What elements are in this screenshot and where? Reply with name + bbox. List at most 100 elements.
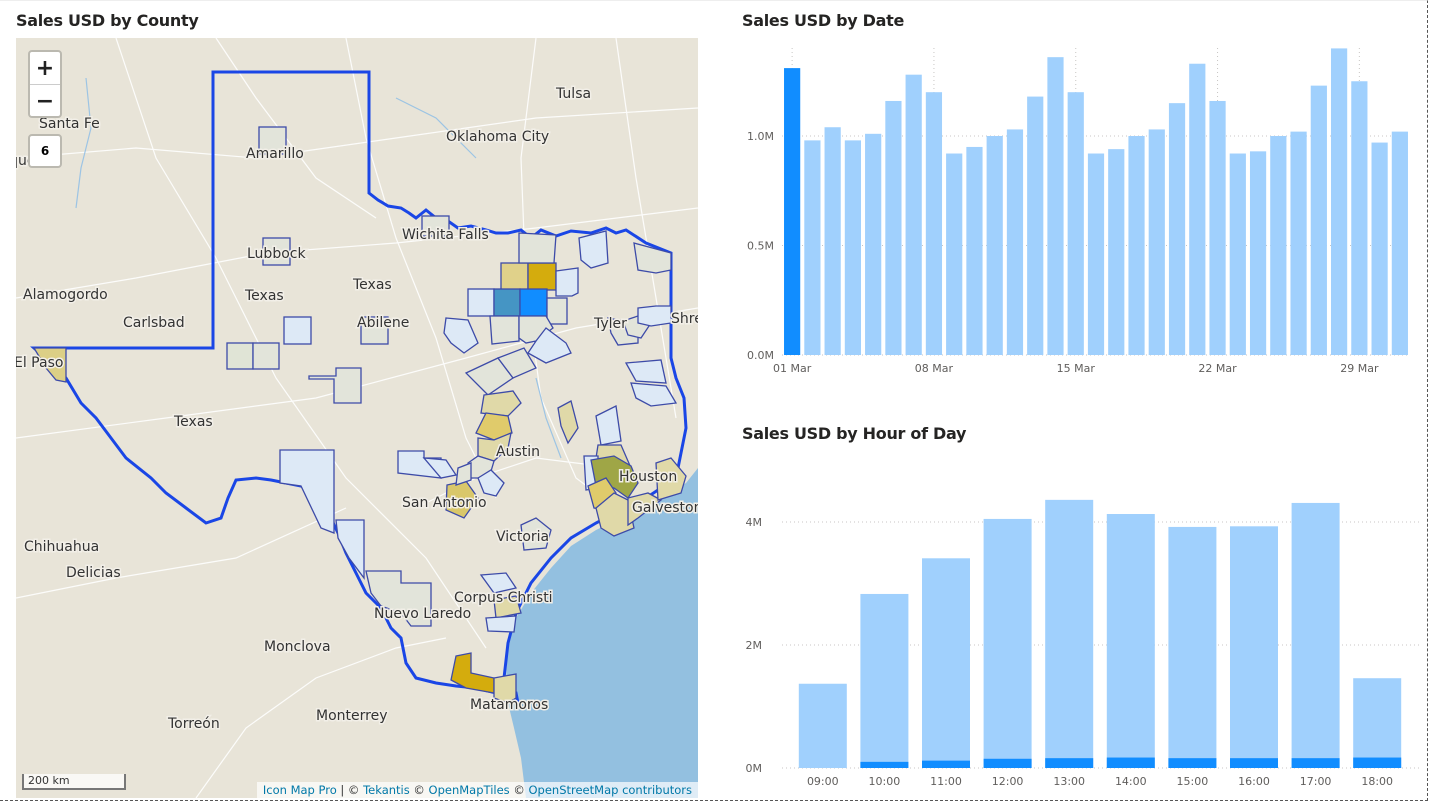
map-canvas[interactable]: Tulsa Oklahoma City Santa Fe Amarillo Wi…	[16, 38, 698, 798]
hour-bar-1700[interactable]	[1291, 502, 1340, 768]
openmaptiles-link[interactable]: OpenMapTiles	[428, 783, 510, 797]
county-walker[interactable]	[595, 405, 622, 446]
county-map[interactable]: Tulsa Oklahoma City Santa Fe Amarillo Wi…	[16, 38, 698, 798]
county-navarro[interactable]	[527, 327, 572, 364]
county-el-paso[interactable]	[32, 347, 67, 383]
county-nueces[interactable]	[493, 595, 522, 619]
hour-bar-1200[interactable]	[983, 518, 1032, 768]
county-galveston[interactable]	[627, 492, 663, 527]
hour-bar-0900[interactable]	[798, 683, 847, 768]
date-bar-16-mar[interactable]	[1087, 153, 1105, 355]
icon-map-pro-link[interactable]: Icon Map Pro	[262, 783, 337, 797]
county-mclennan[interactable]	[496, 347, 537, 379]
date-bar-26-mar[interactable]	[1290, 131, 1307, 355]
county-val-verde[interactable]	[279, 449, 335, 534]
hour-highlight-bar-1800[interactable]	[1353, 757, 1402, 768]
county-kimble[interactable]	[422, 457, 458, 479]
county-kleberg[interactable]	[485, 615, 517, 633]
county-san-patricio[interactable]	[479, 572, 518, 594]
date-bar-30-mar[interactable]	[1371, 142, 1388, 355]
date-bar-17-mar[interactable]	[1108, 149, 1125, 355]
date-bar-09-mar[interactable]	[946, 153, 963, 355]
date-bar-14-mar[interactable]	[1047, 57, 1064, 355]
date-bar-03-mar[interactable]	[824, 127, 841, 356]
date-bar-11-mar[interactable]	[986, 136, 1003, 355]
county-cameron[interactable]	[493, 673, 517, 704]
date-bar-07-mar[interactable]	[905, 74, 922, 356]
date-bar-29-mar[interactable]	[1351, 81, 1368, 355]
county-webb[interactable]	[365, 570, 432, 627]
date-bar-21-mar[interactable]	[1189, 63, 1206, 355]
county-kerr[interactable]	[397, 450, 442, 479]
date-bar-10-mar[interactable]	[966, 146, 983, 355]
hour-bar-chart[interactable]: 0M 2M 4M 09:00 10:00 11:00 12:00 13:00 14:00 15:0…	[730, 460, 1420, 795]
county-wichita[interactable]	[421, 215, 450, 237]
hour-highlight-bar-1400[interactable]	[1106, 757, 1155, 768]
date-bar-12-mar[interactable]	[1006, 129, 1024, 355]
county-angelina[interactable]	[624, 359, 667, 384]
date-bar-chart[interactable]: 0.0M 0.5M 1.0M 01 Mar 08 Mar 15 Mar 22 Mar 29 M…	[730, 40, 1420, 385]
hour-bar-1800[interactable]	[1353, 678, 1402, 768]
county-lubbock[interactable]	[262, 237, 291, 266]
county-johnson[interactable]	[489, 315, 520, 345]
county-brazos[interactable]	[557, 400, 579, 445]
zoom-out-button[interactable]: −	[35, 88, 55, 114]
hour-highlight-bar-1000[interactable]	[860, 761, 909, 768]
county-ector[interactable]	[252, 342, 280, 370]
county-rockwall[interactable]	[546, 297, 568, 325]
date-bar-06-mar[interactable]	[885, 100, 902, 356]
date-bar-04-mar[interactable]	[844, 140, 862, 355]
county-kendall[interactable]	[455, 462, 472, 486]
zoom-in-button[interactable]: +	[30, 52, 60, 85]
date-bar-25-mar[interactable]	[1270, 136, 1287, 355]
hour-bar-1100[interactable]	[922, 558, 970, 768]
county-collin[interactable]	[527, 262, 557, 291]
county-fannin[interactable]	[555, 267, 579, 297]
county-erath[interactable]	[443, 317, 479, 354]
county-denton[interactable]	[500, 262, 529, 291]
hour-bar-1300[interactable]	[1045, 499, 1094, 768]
date-bar-28-mar[interactable]	[1330, 48, 1348, 356]
county-brazoria[interactable]	[595, 492, 635, 537]
county-potter[interactable]	[258, 126, 287, 155]
date-bar-05-mar[interactable]	[865, 133, 882, 355]
date-bar-24-mar[interactable]	[1249, 151, 1267, 355]
date-bar-19-mar[interactable]	[1148, 129, 1165, 355]
hour-bar-1500[interactable]	[1168, 526, 1217, 768]
date-bar-02-mar[interactable]	[804, 140, 821, 355]
date-bar-18-mar[interactable]	[1128, 136, 1145, 355]
county-shapes[interactable]	[32, 126, 687, 704]
county-nacogdoches[interactable]	[630, 382, 678, 407]
county-tom-green[interactable]	[308, 367, 362, 404]
county-howard[interactable]	[283, 316, 312, 345]
date-bar-15-mar[interactable]	[1067, 92, 1084, 355]
date-bar-08-mar[interactable]	[925, 92, 943, 355]
hour-bar-1400[interactable]	[1106, 514, 1155, 768]
date-bar-13-mar[interactable]	[1027, 96, 1044, 355]
hour-highlight-bar-1500[interactable]	[1168, 758, 1217, 768]
county-guadalupe[interactable]	[477, 469, 505, 497]
date-bar-23-mar[interactable]	[1229, 153, 1246, 355]
county-harrison[interactable]	[637, 305, 672, 327]
county-tarrant[interactable]	[493, 288, 521, 317]
county-dallas[interactable]	[519, 288, 548, 317]
hour-highlight-bar-1300[interactable]	[1045, 758, 1094, 768]
date-bar-31-mar[interactable]	[1391, 131, 1408, 355]
county-grayson[interactable]	[518, 232, 557, 264]
county-jefferson[interactable]	[655, 457, 687, 501]
openstreetmap-link[interactable]: OpenStreetMap contributors	[528, 783, 692, 797]
date-bar-20-mar[interactable]	[1168, 103, 1186, 356]
hour-highlight-bar-1700[interactable]	[1291, 758, 1340, 768]
tekantis-link[interactable]: Tekantis	[363, 783, 410, 797]
hour-bar-1000[interactable]	[860, 593, 909, 768]
county-parker[interactable]	[467, 288, 495, 317]
county-red-river[interactable]	[578, 230, 609, 269]
date-bar-27-mar[interactable]	[1310, 85, 1327, 355]
county-victoria[interactable]	[520, 517, 552, 551]
hour-bar-1600[interactable]	[1230, 526, 1278, 768]
county-williamson[interactable]	[480, 390, 522, 417]
county-taylor[interactable]	[360, 316, 389, 345]
date-bar-22-mar[interactable]	[1209, 100, 1226, 356]
county-bowie[interactable]	[633, 242, 672, 274]
hour-highlight-bar-1100[interactable]	[922, 760, 970, 768]
